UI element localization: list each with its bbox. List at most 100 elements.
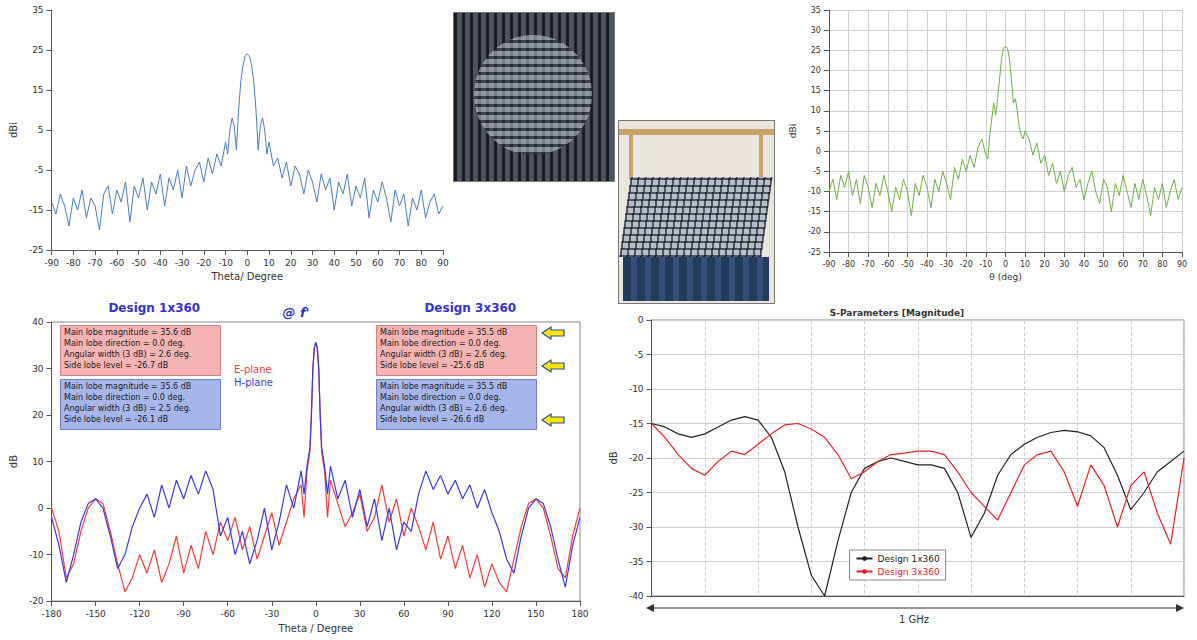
svg-text:Main lobe direction = 0.0 deg.: Main lobe direction = 0.0 deg. xyxy=(64,393,185,402)
svg-text:50: 50 xyxy=(350,258,362,268)
svg-text:dB: dB xyxy=(608,451,619,464)
svg-text:-15: -15 xyxy=(29,205,44,215)
svg-text:-90: -90 xyxy=(176,609,191,619)
svg-text:10: 10 xyxy=(32,457,44,467)
svg-text:-80: -80 xyxy=(66,258,81,268)
svg-text:35: 35 xyxy=(32,5,43,15)
svg-text:-40: -40 xyxy=(629,591,644,601)
svg-text:-5: -5 xyxy=(813,167,821,176)
svg-text:Main lobe direction = 0.0 deg.: Main lobe direction = 0.0 deg. xyxy=(380,393,501,402)
svg-text:80: 80 xyxy=(416,258,428,268)
svg-text:40: 40 xyxy=(329,258,341,268)
svg-text:-70: -70 xyxy=(862,260,875,269)
svg-text:dBi: dBi xyxy=(8,122,19,138)
svg-text:120: 120 xyxy=(483,609,500,619)
svg-text:dBi: dBi xyxy=(788,124,798,138)
svg-text:-10: -10 xyxy=(808,187,821,196)
svg-text:70: 70 xyxy=(394,258,406,268)
svg-text:25: 25 xyxy=(32,45,43,55)
svg-text:5: 5 xyxy=(38,125,44,135)
svg-text:60: 60 xyxy=(372,258,384,268)
svg-text:-120: -120 xyxy=(129,609,150,619)
svg-text:Angular width (3 dB) = 2.5 deg: Angular width (3 dB) = 2.5 deg. xyxy=(64,404,191,413)
svg-text:Main lobe direction = 0.0 deg.: Main lobe direction = 0.0 deg. xyxy=(64,339,185,348)
svg-text:-25: -25 xyxy=(29,245,44,255)
svg-text:-20: -20 xyxy=(29,596,44,606)
svg-text:Design 1x360: Design 1x360 xyxy=(877,554,939,564)
svg-text:20: 20 xyxy=(32,410,44,420)
svg-text:-80: -80 xyxy=(842,260,855,269)
svg-text:-60: -60 xyxy=(109,258,124,268)
svg-text:15: 15 xyxy=(32,85,43,95)
svg-text:30: 30 xyxy=(307,258,319,268)
svg-text:-50: -50 xyxy=(901,260,914,269)
svg-text:S-Parameters [Magnitude]: S-Parameters [Magnitude] xyxy=(830,308,964,318)
svg-text:25: 25 xyxy=(811,46,821,55)
svg-text:10: 10 xyxy=(263,258,275,268)
svg-text:180: 180 xyxy=(571,609,588,619)
svg-text:-10: -10 xyxy=(629,384,644,394)
svg-text:Main lobe direction = 0.0 deg.: Main lobe direction = 0.0 deg. xyxy=(380,339,501,348)
svg-text:Side lobe level = -26.1 dB: Side lobe level = -26.1 dB xyxy=(64,415,168,424)
svg-text:15: 15 xyxy=(811,86,821,95)
svg-text:20: 20 xyxy=(285,258,297,268)
svg-text:-70: -70 xyxy=(88,258,103,268)
svg-text:0: 0 xyxy=(313,609,319,619)
svg-text:-15: -15 xyxy=(808,207,821,216)
svg-text:Side lobe level = -25.6 dB: Side lobe level = -25.6 dB xyxy=(380,361,484,370)
svg-text:-5: -5 xyxy=(635,350,644,360)
svg-text:60: 60 xyxy=(398,609,410,619)
svg-text:90: 90 xyxy=(437,258,449,268)
svg-text:Side lobe level = -26.6 dB: Side lobe level = -26.6 dB xyxy=(380,415,484,424)
svg-text:10: 10 xyxy=(1020,260,1030,269)
svg-text:Main lobe magnitude = 35.6 dB: Main lobe magnitude = 35.6 dB xyxy=(64,382,191,391)
svg-text:-20: -20 xyxy=(960,260,973,269)
svg-text:40: 40 xyxy=(32,317,44,327)
svg-text:-5: -5 xyxy=(35,165,44,175)
svg-text:-10: -10 xyxy=(979,260,992,269)
svg-text:90: 90 xyxy=(1177,260,1187,269)
svg-text:-25: -25 xyxy=(808,248,821,257)
svg-text:E-plane: E-plane xyxy=(234,364,272,375)
svg-text:Theta/ Degree: Theta/ Degree xyxy=(211,271,284,282)
svg-text:Angular width (3 dB) = 2.6 deg: Angular width (3 dB) = 2.6 deg. xyxy=(380,404,507,413)
svg-text:Main lobe magnitude = 35.5 dB: Main lobe magnitude = 35.5 dB xyxy=(380,382,507,391)
svg-text:20: 20 xyxy=(811,66,821,75)
svg-text:40: 40 xyxy=(1079,260,1089,269)
svg-text:-15: -15 xyxy=(629,419,644,429)
svg-text:-30: -30 xyxy=(175,258,190,268)
svg-text:Design 1x360: Design 1x360 xyxy=(108,301,200,315)
svg-text:Main lobe magnitude = 35.5 dB: Main lobe magnitude = 35.5 dB xyxy=(380,328,507,337)
svg-text:-10: -10 xyxy=(29,550,44,560)
svg-text:30: 30 xyxy=(32,364,44,374)
svg-text:Side lobe level = -26.7 dB: Side lobe level = -26.7 dB xyxy=(64,361,168,370)
svg-text:90: 90 xyxy=(442,609,454,619)
svg-text:1 GHz: 1 GHz xyxy=(899,614,929,625)
svg-text:H-plane: H-plane xyxy=(234,377,273,388)
svg-text:-10: -10 xyxy=(218,258,233,268)
svg-text:-90: -90 xyxy=(44,258,59,268)
svg-text:-30: -30 xyxy=(940,260,953,269)
svg-text:-90: -90 xyxy=(822,260,835,269)
svg-text:50: 50 xyxy=(1098,260,1108,269)
svg-text:-60: -60 xyxy=(220,609,235,619)
svg-text:-20: -20 xyxy=(629,453,644,463)
svg-text:-20: -20 xyxy=(196,258,211,268)
svg-text:Main lobe magnitude = 35.6 dB: Main lobe magnitude = 35.6 dB xyxy=(64,328,191,337)
svg-text:-30: -30 xyxy=(264,609,279,619)
svg-text:dB: dB xyxy=(8,455,19,468)
svg-text:10: 10 xyxy=(811,106,821,115)
svg-text:30: 30 xyxy=(1059,260,1069,269)
svg-text:0: 0 xyxy=(638,315,644,325)
svg-text:Design 3x360: Design 3x360 xyxy=(877,567,939,577)
svg-text:70: 70 xyxy=(1138,260,1148,269)
svg-text:Angular width (3 dB) = 2.6 deg: Angular width (3 dB) = 2.6 deg. xyxy=(380,350,507,359)
svg-text:θ (deg): θ (deg) xyxy=(989,272,1021,282)
svg-text:Angular width (3 dB) = 2.6 deg: Angular width (3 dB) = 2.6 deg. xyxy=(64,350,191,359)
svg-text:80: 80 xyxy=(1157,260,1167,269)
svg-text:-180: -180 xyxy=(41,609,62,619)
svg-text:-20: -20 xyxy=(808,227,821,236)
svg-text:0: 0 xyxy=(1003,260,1008,269)
svg-text:-40: -40 xyxy=(153,258,168,268)
svg-text:-40: -40 xyxy=(920,260,933,269)
